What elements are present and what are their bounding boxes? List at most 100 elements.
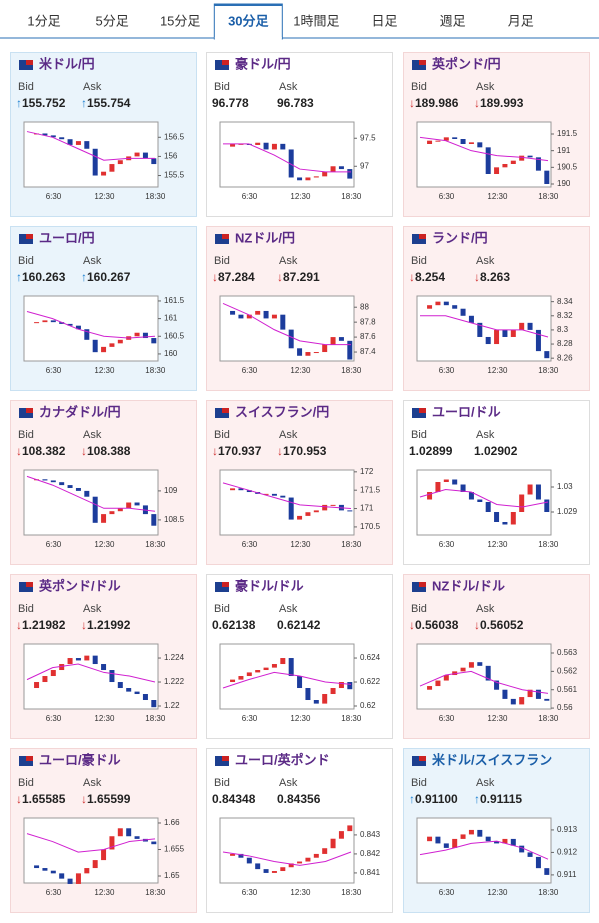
- y-tick-label: 190.5: [557, 162, 578, 171]
- quote-ask: ↑160.267: [81, 270, 131, 284]
- candle: [313, 352, 319, 354]
- candle: [330, 838, 336, 849]
- candle: [502, 164, 508, 168]
- quote-ask: ↓0.56052: [474, 618, 524, 632]
- tab[interactable]: 1時間足: [293, 13, 339, 28]
- tab[interactable]: 週足: [440, 13, 466, 28]
- pair-name[interactable]: 米ドル/スイスフラン: [432, 752, 552, 767]
- quote-ask: ↑155.754: [81, 96, 131, 110]
- y-tick-label: 87.8: [360, 317, 376, 326]
- tab[interactable]: 5分足: [95, 13, 128, 28]
- value-ask: 170.953: [283, 444, 327, 458]
- candle: [255, 670, 261, 673]
- candle: [42, 868, 48, 871]
- x-tick-label: 12:30: [94, 714, 115, 723]
- arrow-bid: ↓: [409, 270, 415, 284]
- tab[interactable]: 日足: [371, 13, 397, 28]
- y-tick-label: 0.842: [360, 849, 381, 858]
- pair-name[interactable]: ランド/円: [432, 230, 488, 245]
- pair-name[interactable]: NZドル/円: [235, 230, 295, 245]
- value-ask: 96.783: [277, 96, 314, 110]
- candle: [330, 688, 336, 695]
- pair-name[interactable]: 豪ドル/円: [235, 56, 291, 71]
- pair-name[interactable]: 米ドル/円: [39, 56, 95, 71]
- x-tick-label: 18:30: [538, 888, 559, 897]
- candle: [535, 856, 541, 869]
- candle: [435, 836, 441, 844]
- pair-name[interactable]: NZドル/ドル: [432, 578, 505, 593]
- candle: [151, 700, 157, 708]
- x-tick-label: 12:30: [290, 540, 311, 549]
- tab[interactable]: 月足: [508, 13, 534, 28]
- quote-bid: ↓189.986: [409, 96, 459, 110]
- y-tick-label: 1.66: [164, 818, 180, 827]
- moving-average: [222, 851, 352, 866]
- y-tick-label: 0.841: [360, 868, 381, 877]
- y-tick-label: 8.28: [557, 339, 573, 348]
- pair-name[interactable]: カナダドル/円: [39, 404, 121, 419]
- quote-ask: ↓87.291: [277, 270, 320, 284]
- quote-bid: ↑160.263: [16, 270, 66, 284]
- candle: [313, 700, 319, 704]
- candle: [280, 143, 286, 150]
- candle: [443, 675, 449, 681]
- quote-bid: 0.62138: [212, 618, 256, 632]
- pair-name[interactable]: 英ポンド/ドル: [38, 578, 121, 593]
- pair-name[interactable]: ユーロ/ドル: [432, 404, 501, 419]
- candle: [255, 863, 261, 870]
- tab[interactable]: 15分足: [160, 13, 200, 28]
- pair-name[interactable]: 英ポンド/円: [431, 56, 501, 71]
- candle: [84, 329, 90, 340]
- value-bid: 155.752: [22, 96, 66, 110]
- rate-card[interactable]: ユーロ/英ポンド Bid Ask 0.84348 0.84356 0.841 0.842 0.…: [206, 748, 393, 913]
- pair-name[interactable]: スイスフラン/円: [235, 404, 329, 419]
- candle: [238, 676, 244, 680]
- candle: [101, 171, 107, 176]
- candle: [485, 336, 491, 345]
- candle: [477, 662, 483, 666]
- value-ask: 87.291: [283, 270, 320, 284]
- bid-label: Bid: [214, 603, 230, 615]
- x-tick-label: 6:30: [242, 192, 258, 201]
- tab[interactable]: 1分足: [27, 13, 60, 28]
- rate-card[interactable]: 豪ドル/円 Bid Ask 96.778 96.783 97 97.5 6:30 12:30 18…: [206, 52, 393, 217]
- pair-name[interactable]: 豪ドル/ドル: [235, 578, 304, 593]
- arrow-ask: ↑: [474, 792, 480, 806]
- value-bid: 108.382: [22, 444, 66, 458]
- candle: [313, 853, 319, 858]
- candle: [494, 512, 500, 522]
- candle: [338, 337, 344, 341]
- value-bid: 1.65585: [22, 792, 66, 806]
- candle: [117, 160, 123, 165]
- pair-name[interactable]: ユーロ/豪ドル: [39, 752, 121, 767]
- ask-label: Ask: [476, 255, 495, 267]
- y-tick-label: 97: [360, 161, 369, 170]
- x-tick-label: 18:30: [145, 540, 166, 549]
- x-tick-label: 6:30: [46, 366, 62, 375]
- rate-card[interactable]: 豪ドル/ドル Bid Ask 0.62138 0.62142 0.62 0.622 0.624…: [206, 574, 393, 739]
- tab[interactable]: 30分足: [228, 13, 269, 28]
- rate-card[interactable]: ユーロ/ドル Bid Ask 1.02899 1.02902 1.029 1.03 6:30 1…: [403, 400, 590, 565]
- active-tab-line: [214, 4, 283, 6]
- candle: [510, 160, 516, 164]
- candle: [502, 329, 508, 337]
- y-tick-label: 172: [360, 467, 374, 476]
- flag-part: [419, 234, 426, 239]
- ask-label: Ask: [83, 429, 102, 441]
- pair-name[interactable]: ユーロ/英ポンド: [235, 752, 330, 767]
- y-tick-label: 191.5: [557, 129, 578, 138]
- candle: [34, 865, 40, 869]
- bid-label: Bid: [18, 429, 34, 441]
- pair-name[interactable]: ユーロ/円: [39, 230, 95, 245]
